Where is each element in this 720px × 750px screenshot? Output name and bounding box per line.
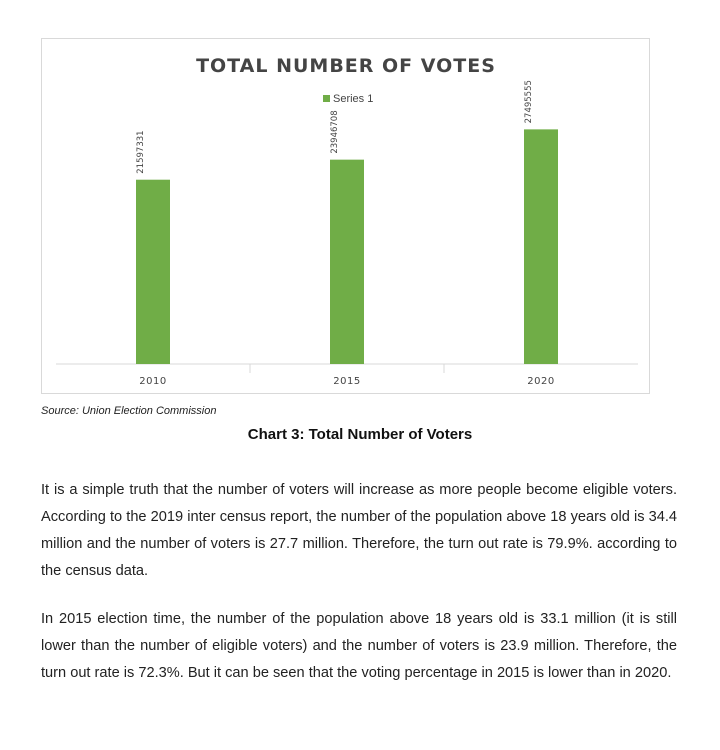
legend-label: Series 1 (333, 93, 373, 105)
bar-2015 (330, 159, 364, 364)
plot-area: 2010 21597331 2015 23946708 2020 27495555 (56, 80, 638, 387)
x-tick-label-2020: 2020 (527, 376, 554, 387)
chart-title: TOTAL NUMBER OF VOTES (196, 55, 496, 77)
bar-chart: TOTAL NUMBER OF VOTES Series 1 2010 21597… (56, 55, 638, 387)
body-paragraph-1: It is a simple truth that the number of … (41, 482, 677, 579)
body-paragraph-2: In 2015 election time, the number of the… (41, 611, 677, 681)
data-label-2015: 23946708 (330, 110, 340, 153)
data-label-2020: 27495555 (524, 80, 534, 123)
bar-2010 (136, 179, 170, 364)
x-tick-label-2015: 2015 (333, 376, 360, 387)
source-note: Source: Union Election Commission (41, 405, 217, 417)
chart-legend: Series 1 (323, 93, 373, 105)
legend-swatch (323, 95, 330, 102)
data-label-2010: 21597331 (136, 130, 146, 173)
x-tick-label-2010: 2010 (139, 376, 166, 387)
chart-container: TOTAL NUMBER OF VOTES Series 1 2010 21597… (41, 38, 650, 394)
chart-caption: Chart 3: Total Number of Voters (247, 426, 473, 443)
bar-2020 (524, 129, 558, 364)
